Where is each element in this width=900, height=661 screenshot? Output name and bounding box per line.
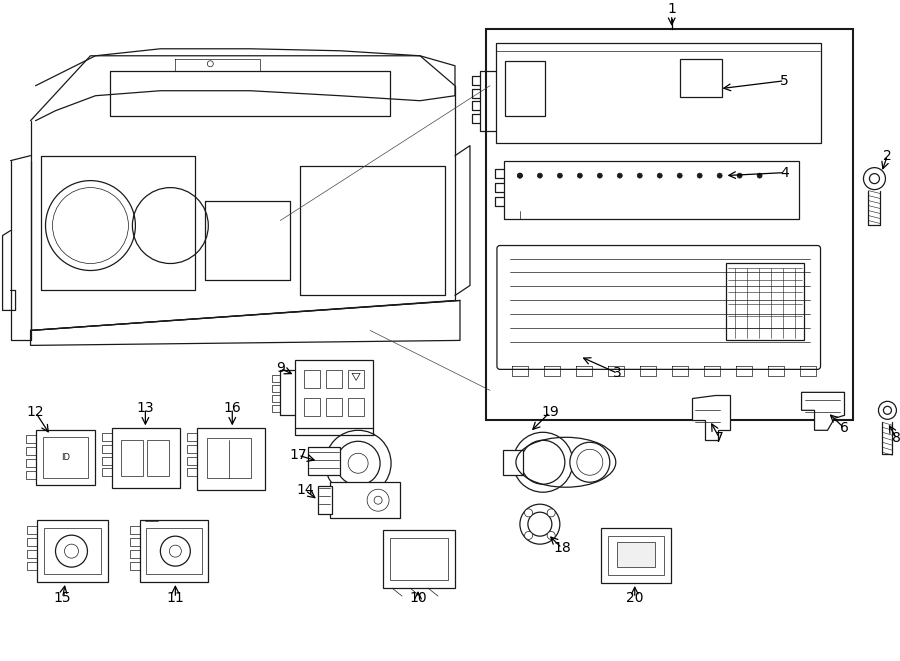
Circle shape: [518, 173, 522, 178]
Bar: [505, 61, 544, 116]
Text: 13: 13: [137, 401, 154, 415]
Circle shape: [537, 173, 543, 178]
Bar: [295, 360, 373, 428]
Bar: [147, 528, 202, 574]
Circle shape: [657, 173, 662, 178]
Bar: [348, 370, 364, 389]
Bar: [308, 447, 340, 475]
Circle shape: [325, 430, 392, 496]
Text: 17: 17: [290, 448, 307, 462]
Bar: [122, 440, 143, 476]
Bar: [504, 161, 798, 219]
Circle shape: [525, 509, 533, 517]
Text: 1: 1: [667, 2, 676, 16]
Circle shape: [637, 173, 643, 178]
Circle shape: [577, 173, 582, 178]
Text: 15: 15: [54, 591, 71, 605]
Text: 7: 7: [716, 431, 724, 446]
Circle shape: [557, 173, 562, 178]
Circle shape: [65, 544, 78, 558]
Circle shape: [869, 174, 879, 184]
Text: 20: 20: [626, 591, 644, 605]
Bar: [112, 428, 180, 488]
Circle shape: [547, 509, 555, 517]
Text: 9: 9: [275, 362, 284, 375]
Circle shape: [518, 173, 522, 178]
Text: ID: ID: [61, 453, 70, 462]
Bar: [304, 370, 320, 389]
Bar: [486, 29, 853, 420]
Bar: [608, 536, 663, 575]
Circle shape: [169, 545, 181, 557]
Polygon shape: [802, 393, 844, 430]
Bar: [496, 43, 821, 143]
Bar: [42, 438, 88, 478]
Circle shape: [878, 401, 896, 419]
Bar: [330, 483, 400, 518]
Bar: [680, 59, 722, 97]
Polygon shape: [692, 395, 730, 440]
Circle shape: [547, 531, 555, 539]
Text: 18: 18: [553, 541, 571, 555]
Text: 19: 19: [541, 405, 559, 419]
Circle shape: [56, 535, 87, 567]
Circle shape: [367, 489, 389, 511]
Circle shape: [521, 440, 565, 485]
Text: 3: 3: [614, 366, 622, 380]
Bar: [348, 399, 364, 416]
Text: 4: 4: [780, 166, 789, 180]
Text: 8: 8: [892, 431, 900, 446]
Circle shape: [525, 531, 533, 539]
Circle shape: [577, 449, 603, 475]
Bar: [601, 528, 670, 583]
FancyBboxPatch shape: [497, 245, 821, 369]
Bar: [35, 430, 95, 485]
Text: 14: 14: [296, 483, 314, 497]
Circle shape: [570, 442, 610, 483]
Bar: [197, 428, 266, 490]
Circle shape: [698, 173, 702, 178]
Circle shape: [863, 168, 886, 190]
Bar: [207, 438, 251, 478]
Text: 2: 2: [883, 149, 892, 163]
Bar: [304, 399, 320, 416]
Bar: [383, 530, 455, 588]
Circle shape: [884, 407, 891, 414]
Circle shape: [677, 173, 682, 178]
Bar: [326, 370, 342, 389]
Circle shape: [617, 173, 622, 178]
Circle shape: [374, 496, 382, 504]
Circle shape: [598, 173, 602, 178]
Bar: [725, 262, 804, 340]
Bar: [326, 399, 342, 416]
Circle shape: [160, 536, 190, 566]
Text: 11: 11: [166, 591, 184, 605]
Text: 10: 10: [410, 591, 427, 605]
Text: 16: 16: [223, 401, 241, 415]
Text: 5: 5: [780, 74, 789, 88]
Circle shape: [528, 512, 552, 536]
Circle shape: [348, 453, 368, 473]
Bar: [148, 440, 169, 476]
Text: 12: 12: [27, 405, 44, 419]
Text: 6: 6: [840, 421, 849, 436]
Circle shape: [737, 173, 742, 178]
Circle shape: [520, 504, 560, 544]
Bar: [390, 538, 448, 580]
Circle shape: [513, 432, 572, 492]
Bar: [140, 520, 208, 582]
Bar: [503, 450, 523, 475]
Bar: [43, 528, 102, 574]
Bar: [616, 542, 654, 567]
Circle shape: [336, 442, 380, 485]
Bar: [37, 520, 108, 582]
Bar: [319, 486, 332, 514]
Circle shape: [757, 173, 762, 178]
Circle shape: [717, 173, 722, 178]
